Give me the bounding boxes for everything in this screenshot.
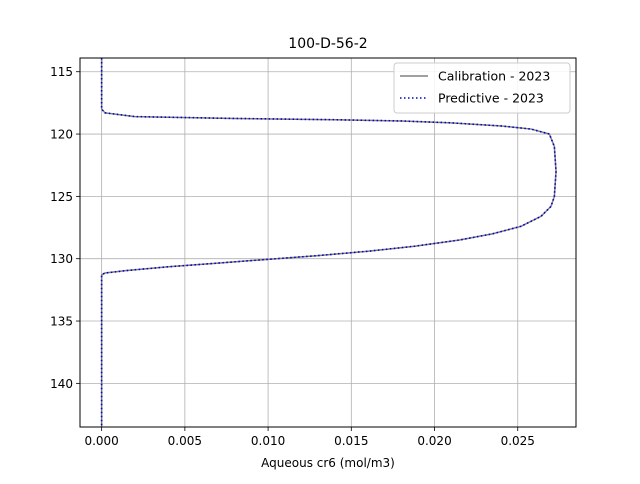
y-tick-label: 115 [50, 65, 73, 79]
plot-frame [79, 57, 577, 428]
y-tick-label: 135 [50, 315, 73, 329]
x-axis-label: Aqueous cr6 (mol/m3) [261, 456, 395, 470]
legend: Calibration - 2023 Predictive - 2023 [393, 62, 571, 114]
series-line-predictive [100, 58, 557, 427]
y-tick-label: 140 [50, 377, 73, 391]
y-tick-label: 130 [50, 252, 73, 266]
axis-ticks: 0.000 0.005 0.010 0.015 0.020 0.025 115 120 125 1… [50, 65, 535, 448]
legend-label: Calibration - 2023 [438, 69, 550, 84]
series-lines [100, 58, 557, 427]
legend-box [393, 62, 571, 114]
x-tick-label: 0.020 [417, 434, 451, 448]
x-tick-label: 0.005 [168, 434, 202, 448]
x-tick-label: 0.000 [84, 434, 118, 448]
chart-title: 100-D-56-2 [288, 36, 367, 52]
x-tick-label: 0.025 [501, 434, 535, 448]
x-tick-label: 0.015 [334, 434, 368, 448]
x-tick-label: 0.010 [251, 434, 285, 448]
y-tick-label: 120 [50, 128, 73, 142]
y-tick-label: 125 [50, 190, 73, 204]
legend-label: Predictive - 2023 [438, 91, 544, 106]
